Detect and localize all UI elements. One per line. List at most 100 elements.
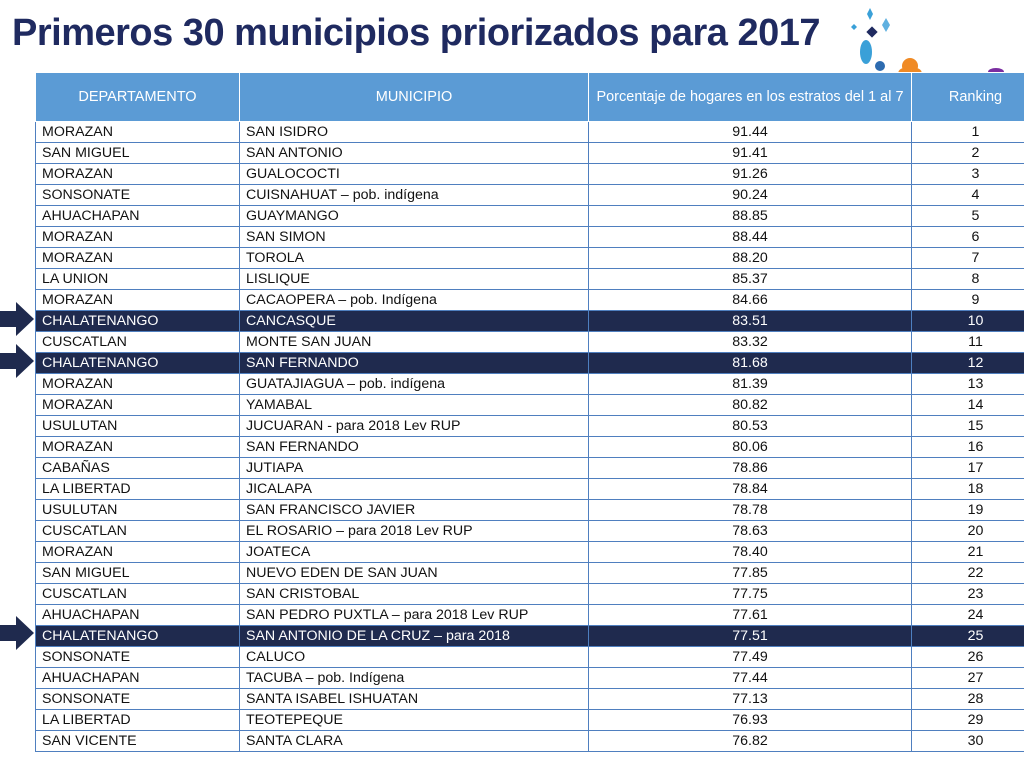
cell-departamento: CUSCATLAN bbox=[35, 520, 240, 542]
cell-porcentaje: 84.66 bbox=[588, 289, 912, 311]
cell-municipio: JOATECA bbox=[239, 541, 589, 563]
cell-porcentaje: 76.93 bbox=[588, 709, 912, 731]
cell-porcentaje: 78.84 bbox=[588, 478, 912, 500]
table-row: CHALATENANGO CANCASQUE 83.51 10 bbox=[35, 310, 1024, 332]
cell-ranking: 10 bbox=[911, 310, 1024, 332]
table-row: CHALATENANGO SAN FERNANDO 81.68 12 bbox=[35, 352, 1024, 374]
cell-ranking: 18 bbox=[911, 478, 1024, 500]
table-row: LA LIBERTAD JICALAPA 78.84 18 bbox=[35, 478, 1024, 500]
cell-porcentaje: 88.20 bbox=[588, 247, 912, 269]
table-row: SONSONATE SANTA ISABEL ISHUATAN 77.13 28 bbox=[35, 688, 1024, 710]
cell-porcentaje: 77.85 bbox=[588, 562, 912, 584]
cell-municipio: SAN FERNANDO bbox=[239, 436, 589, 458]
table-row: LA UNION LISLIQUE 85.37 8 bbox=[35, 268, 1024, 290]
cell-ranking: 20 bbox=[911, 520, 1024, 542]
cell-municipio: SAN PEDRO PUXTLA – para 2018 Lev RUP bbox=[239, 604, 589, 626]
cell-departamento: LA UNION bbox=[35, 268, 240, 290]
cell-departamento: LA LIBERTAD bbox=[35, 478, 240, 500]
cell-departamento: CUSCATLAN bbox=[35, 583, 240, 605]
cell-municipio: CUISNAHUAT – pob. indígena bbox=[239, 184, 589, 206]
cell-ranking: 4 bbox=[911, 184, 1024, 206]
table-row: CUSCATLAN MONTE SAN JUAN 83.32 11 bbox=[35, 331, 1024, 353]
cell-ranking: 6 bbox=[911, 226, 1024, 248]
cell-departamento: CHALATENANGO bbox=[35, 310, 240, 332]
cell-departamento: SAN MIGUEL bbox=[35, 142, 240, 164]
cell-ranking: 9 bbox=[911, 289, 1024, 311]
cell-porcentaje: 88.44 bbox=[588, 226, 912, 248]
cell-departamento: MORAZAN bbox=[35, 394, 240, 416]
table-row: CABAÑAS JUTIAPA 78.86 17 bbox=[35, 457, 1024, 479]
cell-porcentaje: 78.86 bbox=[588, 457, 912, 479]
cell-porcentaje: 85.37 bbox=[588, 268, 912, 290]
cell-ranking: 23 bbox=[911, 583, 1024, 605]
page-title: Primeros 30 municipios priorizados para … bbox=[12, 12, 821, 54]
cell-departamento: CABAÑAS bbox=[35, 457, 240, 479]
cell-ranking: 29 bbox=[911, 709, 1024, 731]
cell-municipio: MONTE SAN JUAN bbox=[239, 331, 589, 353]
cell-porcentaje: 77.49 bbox=[588, 646, 912, 668]
cell-porcentaje: 91.41 bbox=[588, 142, 912, 164]
cell-departamento: MORAZAN bbox=[35, 373, 240, 395]
cell-municipio: SAN ANTONIO DE LA CRUZ – para 2018 bbox=[239, 625, 589, 647]
cell-departamento: CHALATENANGO bbox=[35, 352, 240, 374]
cell-porcentaje: 81.68 bbox=[588, 352, 912, 374]
cell-municipio: SAN ANTONIO bbox=[239, 142, 589, 164]
cell-municipio: JUCUARAN - para 2018 Lev RUP bbox=[239, 415, 589, 437]
cell-departamento: AHUACHAPAN bbox=[35, 604, 240, 626]
cell-porcentaje: 77.13 bbox=[588, 688, 912, 710]
arrow-right-icon bbox=[0, 302, 34, 336]
cell-porcentaje: 78.78 bbox=[588, 499, 912, 521]
cell-porcentaje: 88.85 bbox=[588, 205, 912, 227]
table-row: USULUTAN SAN FRANCISCO JAVIER 78.78 19 bbox=[35, 499, 1024, 521]
cell-departamento: MORAZAN bbox=[35, 289, 240, 311]
cell-municipio: SAN CRISTOBAL bbox=[239, 583, 589, 605]
cell-ranking: 27 bbox=[911, 667, 1024, 689]
cell-ranking: 5 bbox=[911, 205, 1024, 227]
cell-municipio: SANTA CLARA bbox=[239, 730, 589, 752]
cell-ranking: 2 bbox=[911, 142, 1024, 164]
table-row: SONSONATE CUISNAHUAT – pob. indígena 90.24… bbox=[35, 184, 1024, 206]
cell-municipio: CANCASQUE bbox=[239, 310, 589, 332]
cell-municipio: SAN SIMON bbox=[239, 226, 589, 248]
cell-porcentaje: 77.75 bbox=[588, 583, 912, 605]
cell-departamento: SONSONATE bbox=[35, 646, 240, 668]
cell-ranking: 3 bbox=[911, 163, 1024, 185]
cell-departamento: USULUTAN bbox=[35, 499, 240, 521]
table-row: AHUACHAPAN SAN PEDRO PUXTLA – para 2018 L… bbox=[35, 604, 1024, 626]
cell-departamento: MORAZAN bbox=[35, 121, 240, 143]
table-row: MORAZAN GUALOCOCTI 91.26 3 bbox=[35, 163, 1024, 185]
cell-ranking: 12 bbox=[911, 352, 1024, 374]
cell-ranking: 28 bbox=[911, 688, 1024, 710]
cell-departamento: LA LIBERTAD bbox=[35, 709, 240, 731]
table-row: MORAZAN TOROLA 88.20 7 bbox=[35, 247, 1024, 269]
cell-ranking: 1 bbox=[911, 121, 1024, 143]
cell-ranking: 13 bbox=[911, 373, 1024, 395]
cell-ranking: 17 bbox=[911, 457, 1024, 479]
cell-porcentaje: 91.26 bbox=[588, 163, 912, 185]
arrow-right-icon bbox=[0, 616, 34, 650]
cell-municipio: TACUBA – pob. Indígena bbox=[239, 667, 589, 689]
cell-municipio: TEOTEPEQUE bbox=[239, 709, 589, 731]
cell-municipio: YAMABAL bbox=[239, 394, 589, 416]
table-row: SAN MIGUEL NUEVO EDEN DE SAN JUAN 77.85 22 bbox=[35, 562, 1024, 584]
header-ranking: Ranking bbox=[911, 72, 1024, 122]
table-row: CUSCATLAN SAN CRISTOBAL 77.75 23 bbox=[35, 583, 1024, 605]
cell-municipio: GUATAJIAGUA – pob. indígena bbox=[239, 373, 589, 395]
cell-departamento: SONSONATE bbox=[35, 184, 240, 206]
table-row: MORAZAN YAMABAL 80.82 14 bbox=[35, 394, 1024, 416]
cell-municipio: SANTA ISABEL ISHUATAN bbox=[239, 688, 589, 710]
cell-municipio: JUTIAPA bbox=[239, 457, 589, 479]
cell-ranking: 25 bbox=[911, 625, 1024, 647]
cell-departamento: CUSCATLAN bbox=[35, 331, 240, 353]
cell-porcentaje: 91.44 bbox=[588, 121, 912, 143]
cell-porcentaje: 90.24 bbox=[588, 184, 912, 206]
cell-municipio: SAN FRANCISCO JAVIER bbox=[239, 499, 589, 521]
cell-municipio: SAN ISIDRO bbox=[239, 121, 589, 143]
cell-departamento: SAN VICENTE bbox=[35, 730, 240, 752]
cell-ranking: 16 bbox=[911, 436, 1024, 458]
cell-municipio: GUALOCOCTI bbox=[239, 163, 589, 185]
header-municipio: MUNICIPIO bbox=[239, 72, 589, 122]
cell-municipio: CACAOPERA – pob. Indígena bbox=[239, 289, 589, 311]
cell-porcentaje: 83.32 bbox=[588, 331, 912, 353]
cell-departamento: AHUACHAPAN bbox=[35, 205, 240, 227]
